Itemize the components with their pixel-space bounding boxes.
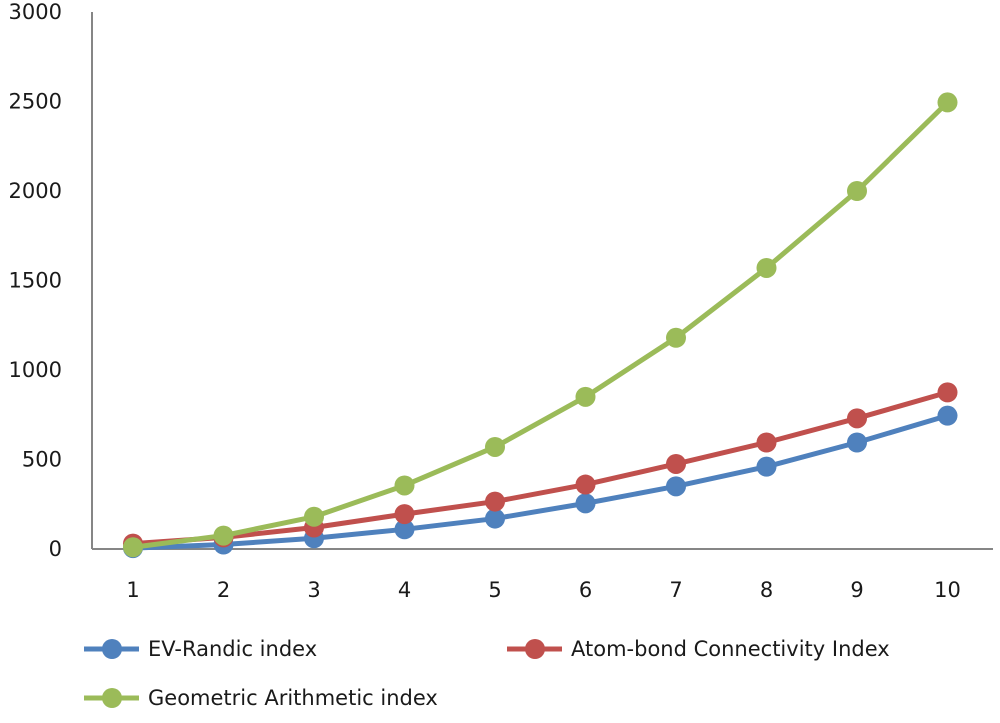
x-tick-label: 3 <box>307 578 320 602</box>
x-tick-label: 2 <box>217 578 230 602</box>
legend-label: EV-Randic index <box>148 637 317 661</box>
data-point <box>756 432 777 453</box>
y-tick-label: 2000 <box>9 179 62 203</box>
y-tick-label: 0 <box>49 537 62 561</box>
data-point <box>756 456 777 477</box>
data-point <box>847 408 867 429</box>
legend-item: Atom-bond Connectivity Index <box>507 637 890 661</box>
series-3 <box>123 92 958 558</box>
x-tick-labels: 1 2 3 4 5 6 7 8 9 10 <box>126 578 961 602</box>
legend-swatch-marker <box>525 639 545 659</box>
x-tick-label: 8 <box>760 578 773 602</box>
data-point <box>937 405 958 426</box>
series-line <box>132 100 950 550</box>
data-point <box>485 508 505 529</box>
axes <box>91 12 993 550</box>
data-point <box>575 474 596 495</box>
data-point <box>575 493 596 514</box>
data-point <box>394 519 415 540</box>
data-point <box>394 475 415 496</box>
data-point <box>394 504 415 525</box>
x-tick-label: 9 <box>850 578 863 602</box>
y-tick-label: 3000 <box>9 0 62 24</box>
series-line <box>132 413 949 551</box>
legend-label: Atom-bond Connectivity Index <box>571 637 890 661</box>
legend: EV-Randic index Atom-bond Connectivity In… <box>84 637 890 710</box>
y-tick-label: 500 <box>22 448 62 472</box>
data-point <box>485 436 505 457</box>
x-tick-label: 1 <box>126 578 139 602</box>
data-point <box>213 525 234 546</box>
y-tick-labels: 0 500 1000 1500 2000 2500 3000 <box>9 0 62 561</box>
data-point <box>666 453 686 474</box>
data-point <box>937 92 958 113</box>
legend-item: EV-Randic index <box>84 637 317 661</box>
y-tick-label: 1500 <box>9 269 62 293</box>
data-point <box>756 257 777 278</box>
x-tick-label: 4 <box>398 578 411 602</box>
legend-item: Geometric Arithmetic index <box>84 686 438 710</box>
x-tick-label: 10 <box>934 578 961 602</box>
legend-label: Geometric Arithmetic index <box>148 686 438 710</box>
data-point <box>304 506 324 527</box>
data-point <box>847 432 867 453</box>
data-point <box>847 181 867 201</box>
series-layer <box>123 92 958 559</box>
data-point <box>666 327 686 348</box>
data-point <box>937 382 958 403</box>
series-line <box>132 389 949 547</box>
x-tick-label: 7 <box>669 578 682 602</box>
y-tick-label: 1000 <box>9 358 62 382</box>
x-tick-label: 6 <box>579 578 592 602</box>
legend-swatch-marker <box>102 688 122 708</box>
data-point <box>575 386 596 407</box>
x-tick-label: 5 <box>488 578 501 602</box>
data-point <box>123 537 143 558</box>
data-point <box>666 476 686 497</box>
data-point <box>485 491 505 512</box>
y-tick-label: 2500 <box>9 90 62 114</box>
legend-swatch-marker <box>102 639 122 659</box>
